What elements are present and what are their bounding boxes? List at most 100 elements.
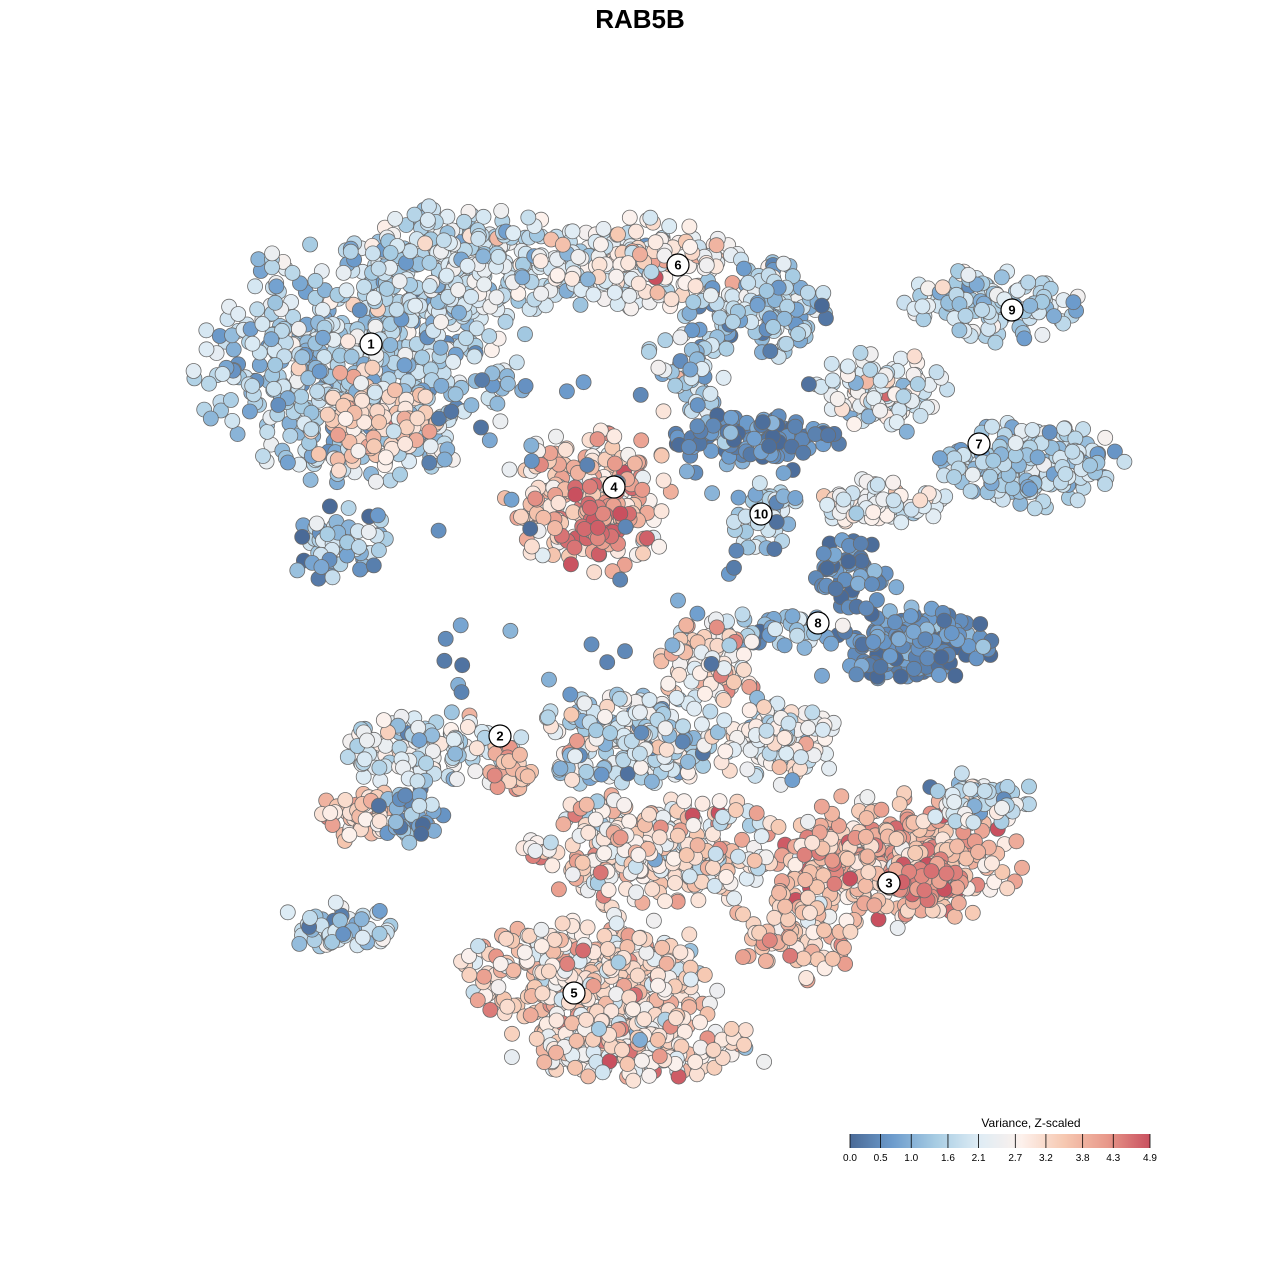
cell-point <box>337 410 354 427</box>
legend-tick-label: 3.2 <box>1039 1153 1053 1164</box>
cell-point <box>513 729 530 746</box>
cell-point <box>703 287 719 304</box>
data-points <box>185 198 1133 1089</box>
cell-point <box>1004 480 1021 497</box>
cell-point <box>356 751 373 768</box>
cell-point <box>726 890 742 907</box>
cell-point <box>651 829 668 846</box>
cell-point <box>657 332 674 349</box>
cell-point <box>654 939 670 956</box>
cell-point <box>486 767 503 784</box>
cell-point <box>567 748 583 765</box>
cell-point <box>982 468 998 485</box>
cell-point <box>736 662 752 678</box>
cell-point <box>1021 778 1037 795</box>
cell-point <box>1022 297 1039 314</box>
cell-point <box>435 232 452 249</box>
cell-point <box>564 866 581 883</box>
cell-point <box>824 950 841 967</box>
cluster-label-text: 9 <box>1008 303 1015 318</box>
cell-point <box>564 223 581 240</box>
cell-point <box>302 471 319 488</box>
cell-point <box>599 941 616 957</box>
cell-point <box>739 761 756 778</box>
cell-point <box>533 938 550 954</box>
cell-point <box>267 357 284 373</box>
cell-point <box>366 438 382 455</box>
cell-point <box>953 765 970 782</box>
cell-point <box>858 828 874 845</box>
cell-point <box>367 384 383 401</box>
cell-point <box>1022 481 1038 498</box>
cluster-label-text: 5 <box>570 986 577 1001</box>
cell-point <box>409 410 426 427</box>
cell-point <box>1057 466 1074 483</box>
cell-point <box>249 301 266 318</box>
cell-point <box>368 473 384 490</box>
cell-point <box>554 915 571 932</box>
cell-point <box>762 343 779 360</box>
cell-point <box>728 542 745 559</box>
cell-point <box>705 1042 722 1058</box>
cell-point <box>225 341 242 358</box>
cell-point <box>611 690 628 707</box>
cell-point <box>777 898 793 915</box>
cell-point <box>294 529 311 545</box>
cell-point <box>549 267 566 284</box>
cell-point <box>1065 294 1082 311</box>
legend-colorbar <box>850 1134 1150 1148</box>
cell-point <box>906 348 923 365</box>
cell-point <box>468 320 485 337</box>
cell-point <box>628 884 644 901</box>
cell-point <box>576 521 593 537</box>
cell-point <box>725 313 741 330</box>
cell-point <box>824 372 841 389</box>
cell-point <box>663 291 680 308</box>
cell-point <box>672 944 689 961</box>
cell-point <box>224 412 241 429</box>
cell-point <box>459 257 476 274</box>
cell-point <box>685 294 702 310</box>
cell-point <box>563 556 579 573</box>
cell-point <box>527 490 544 507</box>
cell-point <box>730 489 747 506</box>
cell-point <box>617 519 634 535</box>
cell-point <box>749 297 766 313</box>
cell-point <box>229 426 246 443</box>
cell-point <box>858 810 875 826</box>
cell-point <box>527 843 544 859</box>
cell-point <box>490 248 507 265</box>
cell-point <box>916 882 933 899</box>
cell-point <box>421 454 438 471</box>
cell-point <box>914 298 931 315</box>
cell-point <box>351 302 368 319</box>
cell-point <box>302 236 319 253</box>
cell-point <box>703 656 720 672</box>
cell-point <box>858 600 875 617</box>
cell-point <box>644 881 661 897</box>
cell-point <box>728 802 744 818</box>
cell-point <box>852 535 869 552</box>
legend-tick-label: 0.5 <box>874 1153 888 1164</box>
cell-point <box>888 579 905 596</box>
cell-point <box>407 297 424 314</box>
cell-point <box>411 797 428 814</box>
cell-point <box>730 848 746 865</box>
cell-point <box>430 522 447 539</box>
cell-point <box>397 787 414 804</box>
cell-point <box>413 826 430 842</box>
cell-point <box>504 1025 520 1042</box>
cell-point <box>932 450 948 467</box>
cell-point <box>766 909 783 926</box>
cell-point <box>782 930 798 946</box>
cell-point <box>445 731 462 748</box>
cell-point <box>279 454 296 471</box>
cell-point <box>579 919 596 936</box>
cell-point <box>633 759 649 776</box>
cell-point <box>327 894 344 911</box>
cell-point <box>359 732 375 749</box>
cell-point <box>641 806 657 823</box>
cell-point <box>984 418 1000 435</box>
cell-point <box>651 538 667 555</box>
cell-point <box>475 208 492 225</box>
